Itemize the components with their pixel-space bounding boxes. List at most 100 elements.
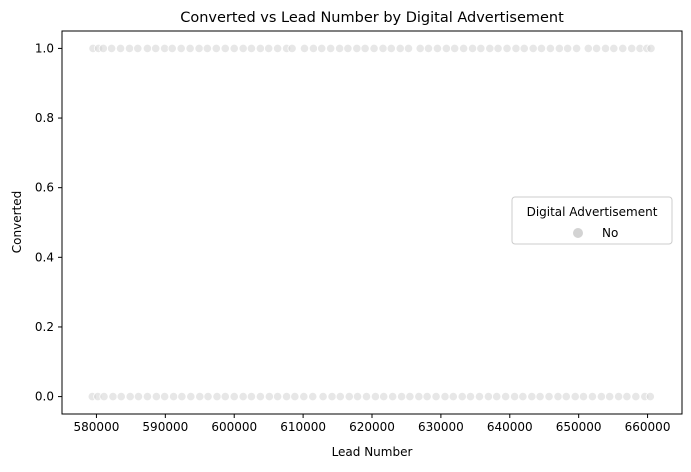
- data-point: [287, 43, 297, 54]
- data-point: [493, 43, 503, 54]
- data-point: [561, 391, 571, 402]
- data-point: [98, 43, 108, 54]
- data-point: [167, 43, 177, 54]
- data-point: [255, 391, 265, 402]
- data-point: [415, 43, 425, 54]
- data-point: [142, 43, 153, 54]
- data-point: [502, 43, 512, 54]
- y-tick-label: 0.2: [35, 320, 54, 334]
- data-point: [343, 43, 353, 54]
- data-point: [211, 43, 221, 54]
- data-point: [605, 391, 615, 402]
- data-point: [203, 391, 213, 402]
- x-tick-label: 660000: [625, 420, 671, 434]
- data-point: [379, 391, 389, 402]
- data-point: [614, 391, 624, 402]
- x-tick-label: 580000: [74, 420, 120, 434]
- legend-marker-no: [573, 228, 583, 238]
- data-point: [99, 391, 109, 402]
- data-point: [501, 391, 511, 402]
- data-point: [622, 391, 632, 402]
- data-point: [212, 391, 222, 402]
- data-point: [273, 43, 283, 54]
- data-point: [578, 391, 589, 402]
- x-tick-label: 600000: [211, 420, 257, 434]
- data-point: [388, 391, 398, 402]
- y-axis: 0.0 0.2 0.4 0.6 0.8 1.0: [35, 41, 62, 404]
- data-point: [483, 391, 494, 402]
- data-point: [431, 391, 441, 402]
- data-point: [238, 43, 248, 54]
- x-tick-label: 630000: [418, 420, 464, 434]
- x-tick-label: 650000: [556, 420, 602, 434]
- x-axis: 580000 590000 600000 610000 620000 630000 6400…: [74, 414, 671, 434]
- y-tick-label: 1.0: [35, 41, 54, 55]
- data-point: [571, 43, 582, 54]
- data-point: [370, 391, 381, 402]
- data-point: [485, 43, 495, 54]
- data-point: [255, 43, 265, 54]
- data-point: [299, 43, 310, 54]
- data-point: [397, 391, 407, 402]
- data-point: [535, 391, 545, 402]
- data-point: [352, 43, 362, 54]
- data-point: [554, 43, 564, 54]
- x-tick-label: 610000: [280, 420, 326, 434]
- data-point: [151, 43, 161, 54]
- x-tick-label: 590000: [142, 420, 188, 434]
- data-point: [151, 391, 161, 402]
- data-point: [317, 43, 327, 54]
- data-point: [583, 43, 593, 54]
- data-point: [591, 43, 602, 54]
- data-point: [570, 391, 580, 402]
- y-tick-label: 0.0: [35, 390, 54, 404]
- data-point: [264, 391, 274, 402]
- data-point: [528, 43, 538, 54]
- data-point: [246, 391, 257, 402]
- data-point: [344, 391, 354, 402]
- data-point: [492, 391, 502, 402]
- data-point: [609, 43, 619, 54]
- legend-title: Digital Advertisement: [527, 205, 658, 219]
- data-point: [160, 43, 170, 54]
- data-point: [563, 43, 573, 54]
- data-point: [133, 391, 144, 402]
- data-point: [405, 391, 415, 402]
- data-point: [195, 391, 205, 402]
- data-point: [361, 391, 372, 402]
- data-point: [246, 43, 257, 54]
- data-point: [459, 43, 469, 54]
- legend: Digital Advertisement No: [511, 196, 673, 245]
- data-point: [450, 43, 460, 54]
- data-point: [335, 43, 345, 54]
- data-point: [169, 391, 179, 402]
- data-point: [108, 391, 118, 402]
- data-point: [318, 391, 328, 402]
- data-point: [142, 391, 153, 402]
- data-point: [441, 43, 451, 54]
- data-point: [618, 43, 628, 54]
- data-point: [474, 391, 485, 402]
- data-point: [273, 391, 283, 402]
- chart-title: Converted vs Lead Number by Digital Adve…: [180, 10, 564, 26]
- data-point: [369, 43, 379, 54]
- legend-box: [511, 196, 673, 245]
- data-point: [511, 43, 521, 54]
- x-tick-label: 620000: [349, 420, 395, 434]
- data-point: [202, 43, 212, 54]
- data-point: [177, 391, 187, 402]
- data-point: [378, 43, 388, 54]
- data-point: [386, 43, 396, 54]
- data-point: [631, 391, 641, 402]
- data-point: [335, 391, 345, 402]
- data-point: [545, 43, 556, 54]
- data-point: [646, 43, 656, 54]
- x-tick-label: 640000: [487, 420, 533, 434]
- data-point: [395, 43, 405, 54]
- y-tick-label: 0.8: [35, 111, 54, 125]
- data-point: [194, 43, 204, 54]
- data-point: [229, 391, 239, 402]
- data-point: [281, 391, 292, 402]
- data-point: [587, 391, 598, 402]
